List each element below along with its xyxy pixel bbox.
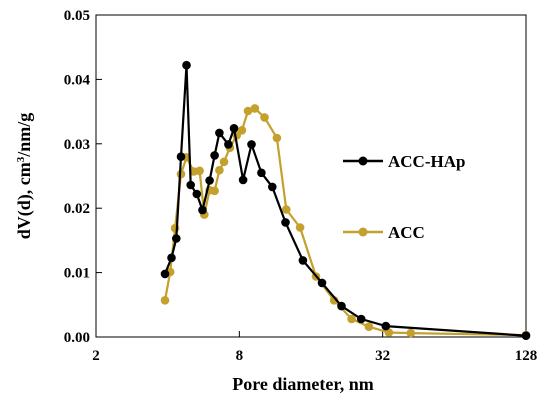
x-axis-title: Pore diameter, nm	[232, 374, 373, 394]
y-axis-title-tail: /nm/g	[14, 113, 34, 158]
y-axis-ticks: 0.00 0.01 0.02 0.03 0.04 0.05	[64, 8, 102, 346]
y-tick-label: 0.05	[64, 8, 90, 24]
data-point-acc-hap	[337, 301, 346, 311]
x-tick-label: 2	[92, 348, 100, 364]
y-tick-label: 0.04	[64, 72, 91, 88]
data-point-acc-hap	[176, 152, 186, 161]
data-point-acc	[272, 133, 282, 143]
x-tick-label: 8	[236, 348, 244, 364]
y-tick-label: 0.02	[64, 201, 90, 217]
legend-item-acc-hap: ACC-HAp	[343, 152, 465, 171]
legend-label: ACC	[388, 223, 425, 242]
plot-area: 0.00 0.01 0.02 0.03 0.04 0.05 2 8 32 128 ACC-HAp…	[64, 8, 538, 364]
data-point-acc-hap	[167, 253, 176, 263]
series-acc	[160, 104, 531, 340]
data-point-acc	[406, 328, 416, 338]
data-point-acc	[195, 166, 204, 176]
y-tick-label: 0.03	[64, 137, 90, 153]
x-axis-ticks: 2 8 32 128	[92, 331, 537, 364]
legend-label: ACC-HAp	[388, 152, 465, 171]
y-tick-label: 0.01	[64, 266, 90, 282]
data-point-acc	[215, 165, 224, 175]
data-point-acc	[219, 157, 229, 167]
y-axis-title-sup: 3	[15, 156, 27, 162]
data-point-acc	[384, 328, 394, 337]
legend-swatch-marker	[358, 156, 368, 166]
data-point-acc-hap	[229, 124, 239, 133]
data-point-acc-hap	[160, 269, 170, 279]
data-point-acc	[160, 296, 170, 305]
series-line-acc-hap	[163, 64, 527, 337]
data-point-acc-hap	[198, 205, 207, 215]
data-point-acc-hap	[238, 175, 248, 185]
data-point-acc	[364, 322, 374, 332]
y-axis-title-main: dV(d), cm	[14, 162, 35, 239]
legend: ACC-HAp ACC	[343, 152, 465, 242]
data-point-acc-hap	[281, 218, 290, 227]
series-line-acc	[163, 107, 527, 337]
data-point-acc-hap	[182, 60, 191, 70]
data-point-acc	[237, 126, 247, 135]
legend-swatch-marker	[358, 227, 368, 237]
data-point-acc	[295, 223, 305, 232]
series-layer	[160, 60, 531, 341]
y-axis-title: dV(d), cm3/nm/g	[14, 113, 35, 240]
data-point-acc-hap	[356, 314, 366, 324]
data-point-acc	[243, 106, 253, 116]
data-point-acc-hap	[381, 321, 391, 331]
plot-frame	[95, 14, 527, 338]
data-point-acc-hap	[268, 182, 277, 192]
data-point-acc	[210, 186, 219, 196]
data-point-acc	[282, 205, 291, 214]
data-point-acc	[260, 113, 269, 122]
data-point-acc-hap	[224, 140, 233, 149]
series-acc-hap	[160, 60, 531, 341]
data-point-acc-hap	[215, 128, 224, 138]
data-point-acc-hap	[298, 256, 308, 265]
data-point-acc-hap	[317, 278, 327, 288]
data-point-acc-hap	[210, 151, 219, 160]
y-tick-label: 0.00	[64, 330, 90, 346]
legend-item-acc: ACC	[343, 223, 425, 242]
data-point-acc	[250, 104, 260, 113]
data-point-acc-hap	[192, 189, 202, 199]
data-point-acc-hap	[172, 234, 181, 243]
data-point-acc-hap	[521, 331, 531, 341]
data-point-acc-hap	[247, 140, 256, 149]
data-point-acc-hap	[257, 168, 266, 178]
data-point-acc-hap	[205, 176, 214, 185]
x-tick-label: 128	[515, 348, 538, 364]
data-point-acc-hap	[186, 180, 195, 190]
data-point-acc	[347, 314, 356, 324]
x-tick-label: 32	[375, 348, 390, 364]
